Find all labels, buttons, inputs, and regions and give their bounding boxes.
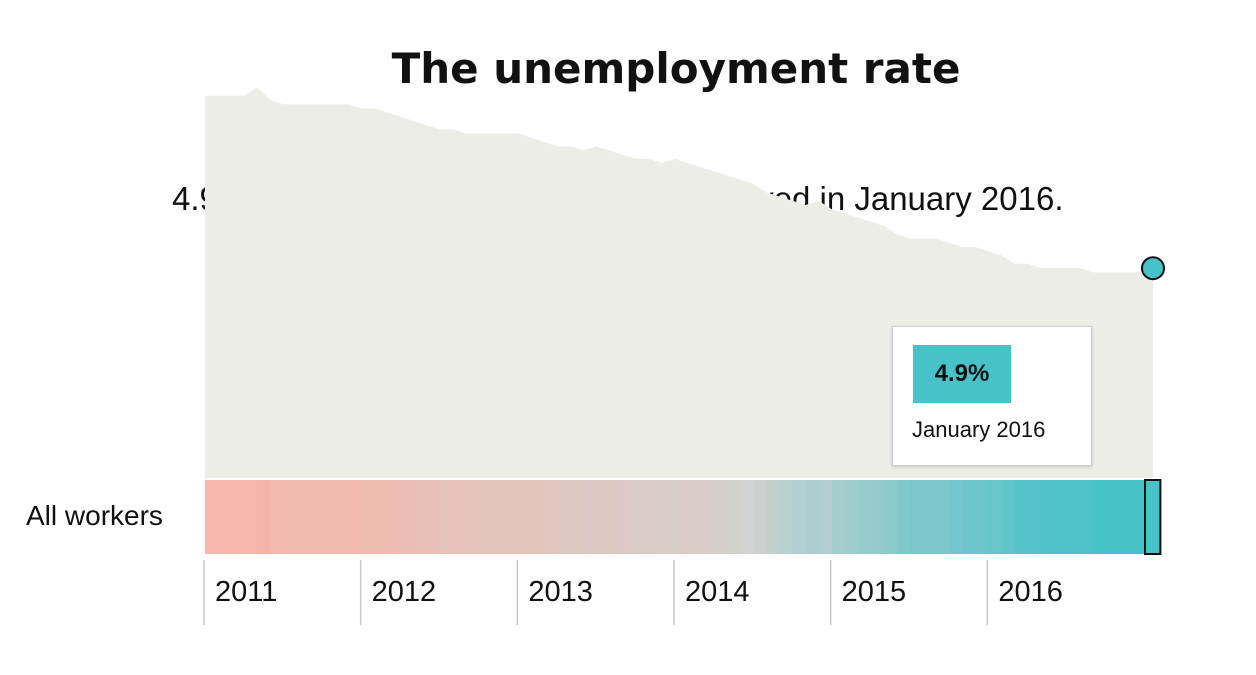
month-bar[interactable] — [583, 480, 599, 554]
month-bar[interactable] — [962, 480, 978, 554]
value-tooltip: 4.9% January 2016 — [892, 326, 1092, 466]
month-bar[interactable] — [479, 480, 495, 554]
year-label: 2012 — [372, 576, 437, 608]
month-bar[interactable] — [335, 480, 351, 554]
month-bar[interactable] — [1105, 480, 1122, 554]
month-bar[interactable] — [518, 480, 534, 554]
month-bar[interactable] — [1118, 480, 1135, 554]
month-bar[interactable] — [883, 480, 900, 554]
month-bar[interactable] — [453, 480, 469, 554]
month-bar[interactable] — [257, 480, 273, 554]
month-bar[interactable] — [400, 480, 417, 554]
month-bar[interactable] — [218, 480, 234, 554]
month-bar[interactable] — [923, 480, 939, 554]
month-bar[interactable] — [440, 480, 456, 554]
month-bar[interactable] — [622, 480, 639, 554]
month-bar[interactable] — [1014, 480, 1030, 554]
tooltip-value: 4.9% — [913, 345, 1011, 403]
month-bar[interactable] — [740, 480, 756, 554]
month-bar[interactable] — [205, 480, 221, 554]
month-bar[interactable] — [818, 480, 834, 554]
month-bar[interactable] — [1079, 480, 1096, 554]
chart-title: The unemployment rate — [391, 44, 961, 93]
month-bar[interactable] — [505, 480, 521, 554]
month-bar[interactable] — [1001, 480, 1017, 554]
month-bar[interactable] — [557, 480, 573, 554]
month-bar[interactable] — [975, 480, 991, 554]
month-bar[interactable] — [492, 480, 508, 554]
month-bar[interactable] — [870, 480, 887, 554]
month-strip — [205, 479, 1162, 555]
month-bar[interactable] — [779, 480, 795, 554]
month-bar[interactable] — [1144, 479, 1162, 555]
month-bar[interactable] — [466, 480, 482, 554]
month-bar[interactable] — [1027, 480, 1043, 554]
month-bar[interactable] — [348, 480, 364, 554]
month-bar[interactable] — [714, 480, 730, 554]
month-bar[interactable] — [374, 480, 391, 554]
year-axis: 2011 2012 2013 2014 2015 2016 — [203, 560, 1063, 625]
year-label: 2013 — [528, 576, 593, 608]
month-bar[interactable] — [596, 480, 613, 554]
month-bar[interactable] — [727, 480, 743, 554]
month-bar[interactable] — [1066, 480, 1083, 554]
month-bar[interactable] — [387, 480, 404, 554]
month-bar[interactable] — [701, 480, 717, 554]
month-bar[interactable] — [1053, 480, 1069, 554]
month-bar[interactable] — [635, 480, 652, 554]
month-bar[interactable] — [753, 480, 769, 554]
year-label: 2014 — [685, 576, 750, 608]
year-label: 2011 — [215, 576, 277, 608]
month-bar[interactable] — [270, 480, 286, 554]
month-bar[interactable] — [857, 480, 874, 554]
month-bar[interactable] — [661, 480, 678, 554]
month-bar[interactable] — [896, 480, 913, 554]
year-label: 2016 — [998, 576, 1063, 608]
month-bar[interactable] — [231, 480, 247, 554]
month-bar[interactable] — [1040, 480, 1056, 554]
row-label: All workers — [26, 500, 163, 531]
tooltip-date: January 2016 — [912, 417, 1046, 442]
month-bar[interactable] — [544, 480, 560, 554]
month-bar[interactable] — [688, 480, 704, 554]
current-value-dot[interactable] — [1141, 256, 1165, 281]
month-bar[interactable] — [648, 480, 665, 554]
month-bar[interactable] — [531, 480, 547, 554]
month-bar[interactable] — [322, 480, 338, 554]
month-bar[interactable] — [936, 480, 952, 554]
month-bar[interactable] — [1092, 480, 1109, 554]
month-bar[interactable] — [910, 480, 926, 554]
month-bar[interactable] — [792, 480, 808, 554]
month-bar[interactable] — [309, 480, 325, 554]
month-bar[interactable] — [413, 480, 430, 554]
month-bar[interactable] — [570, 480, 586, 554]
month-bar[interactable] — [426, 480, 443, 554]
month-bar[interactable] — [766, 480, 782, 554]
month-bar[interactable] — [283, 480, 299, 554]
year-label: 2015 — [842, 576, 907, 608]
month-bar[interactable] — [1131, 480, 1148, 554]
month-bar[interactable] — [949, 480, 965, 554]
month-bar[interactable] — [361, 480, 378, 554]
month-bar[interactable] — [296, 480, 312, 554]
month-bar[interactable] — [609, 480, 626, 554]
month-bar[interactable] — [244, 480, 260, 554]
month-bar[interactable] — [805, 480, 821, 554]
month-bar[interactable] — [988, 480, 1004, 554]
month-bar[interactable] — [675, 480, 691, 554]
month-bar[interactable] — [831, 480, 848, 554]
month-bar[interactable] — [844, 480, 861, 554]
